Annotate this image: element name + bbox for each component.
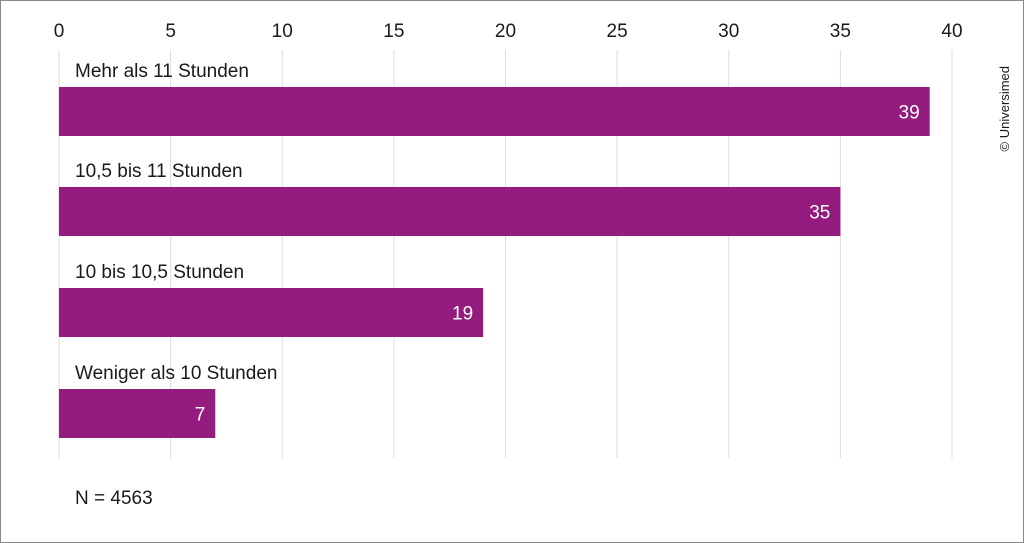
x-tick-label: 40 (941, 21, 962, 42)
bar-value-label: 7 (195, 405, 206, 426)
bar (59, 187, 841, 236)
bar-value-label: 35 (809, 203, 830, 224)
x-tick-label: 0 (54, 21, 65, 42)
x-tick-label: 25 (607, 21, 628, 42)
x-tick-label: 5 (165, 21, 176, 42)
bar-value-label: 39 (899, 103, 920, 124)
bar-value-label: 19 (452, 304, 473, 325)
category-label: Weniger als 10 Stunden (75, 363, 277, 384)
bars: Mehr als 11 Stunden 39 10,5 bis 11 Stunden… (59, 61, 930, 438)
bar (59, 288, 484, 337)
x-tick-label: 20 (495, 21, 516, 42)
x-tick-label: 30 (718, 21, 739, 42)
x-tick-label: 35 (830, 21, 851, 42)
category-label: Mehr als 11 Stunden (75, 61, 249, 82)
copyright-credit: © Universimed (997, 66, 1012, 152)
bar (59, 87, 930, 136)
category-label: 10,5 bis 11 Stunden (75, 161, 243, 182)
x-tick-label: 15 (383, 21, 404, 42)
category-label: 10 bis 10,5 Stunden (75, 262, 244, 283)
x-tick-label: 10 (272, 21, 293, 42)
sample-size-note: N = 4563 (75, 488, 153, 509)
bar (59, 389, 216, 438)
x-axis-tick-labels: 0 5 10 15 20 25 30 35 40 (54, 21, 963, 42)
